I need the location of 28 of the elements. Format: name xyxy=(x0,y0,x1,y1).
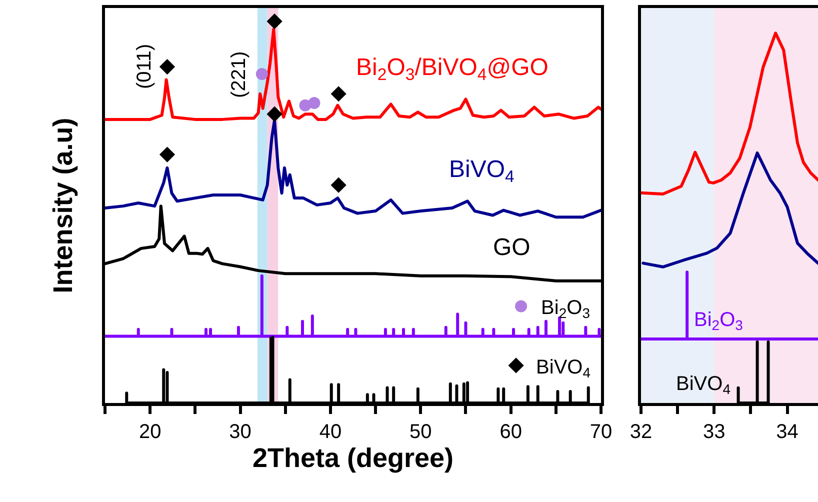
x-axis-title: 2Theta (degree) xyxy=(252,443,454,473)
point xyxy=(330,177,346,193)
x-tick-label: 40 xyxy=(319,421,342,443)
series-label: BiVO$_{4}$ xyxy=(676,373,731,398)
x-tick-label: 70 xyxy=(590,421,612,443)
x-tick-label: 33 xyxy=(703,421,726,443)
x-tick-label: 20 xyxy=(138,421,162,443)
point xyxy=(308,97,320,110)
series-label: BiVO$_{4}$ xyxy=(449,156,514,186)
x-tick-label: 34 xyxy=(776,421,798,443)
series-label: Bi$_{2}$O$_{3}$/BiVO$_{4}$@GO xyxy=(356,54,548,84)
y-axis-title: Intensity (a.u) xyxy=(48,118,78,294)
point xyxy=(256,68,268,80)
annotation: (221) xyxy=(228,51,250,98)
point xyxy=(159,58,176,75)
annotation: (011) xyxy=(133,44,156,89)
series-label: Bi$_{2}$O$_{3}$ xyxy=(694,309,744,334)
point xyxy=(330,86,346,102)
point xyxy=(266,106,282,122)
x-tick-label: 32 xyxy=(630,421,652,443)
point xyxy=(266,14,282,30)
legend-label: Bi$_{2}$O$_{3}$ xyxy=(541,297,590,322)
point xyxy=(159,146,176,162)
series-label: GO xyxy=(493,234,530,261)
legend-label: BiVO$_{4}$ xyxy=(536,356,591,380)
x-tick-label: 60 xyxy=(500,421,522,443)
x-tick-label: 30 xyxy=(229,421,252,443)
x-tick-label: 50 xyxy=(410,421,432,443)
